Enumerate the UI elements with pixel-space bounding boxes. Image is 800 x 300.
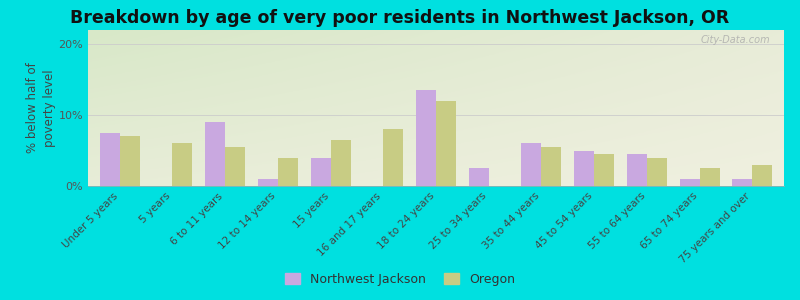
- Bar: [542, 147, 562, 186]
- Bar: [436, 101, 456, 186]
- Bar: [225, 147, 245, 186]
- Bar: [416, 90, 436, 186]
- Bar: [752, 165, 773, 186]
- Y-axis label: % below half of
poverty level: % below half of poverty level: [26, 63, 56, 153]
- Bar: [330, 140, 350, 186]
- Bar: [680, 179, 700, 186]
- Bar: [172, 143, 193, 186]
- Bar: [522, 143, 542, 186]
- Text: City-Data.com: City-Data.com: [701, 35, 770, 45]
- Bar: [594, 154, 614, 186]
- Bar: [627, 154, 647, 186]
- Legend: Northwest Jackson, Oregon: Northwest Jackson, Oregon: [280, 268, 520, 291]
- Bar: [732, 179, 752, 186]
- Bar: [205, 122, 225, 186]
- Bar: [278, 158, 298, 186]
- Bar: [574, 151, 594, 186]
- Bar: [100, 133, 120, 186]
- Bar: [120, 136, 140, 186]
- Bar: [258, 179, 278, 186]
- Bar: [310, 158, 330, 186]
- Bar: [383, 129, 403, 186]
- Bar: [469, 168, 489, 186]
- Bar: [700, 168, 720, 186]
- Text: Breakdown by age of very poor residents in Northwest Jackson, OR: Breakdown by age of very poor residents …: [70, 9, 730, 27]
- Bar: [647, 158, 667, 186]
